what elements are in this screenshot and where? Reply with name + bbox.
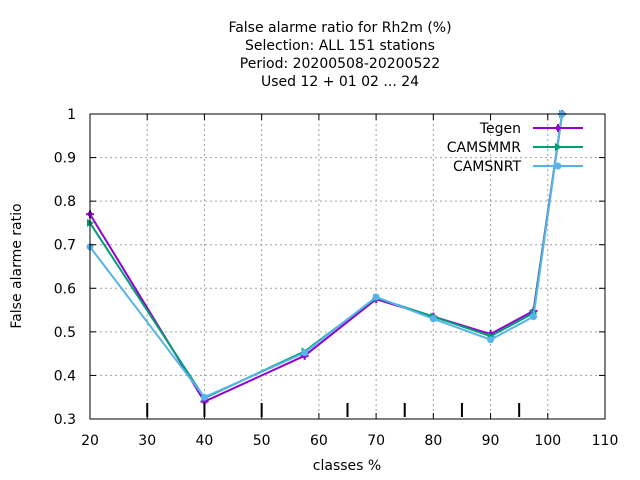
data-point-camsnrt <box>487 336 495 344</box>
y-tick-labels: 0.3 0.4 0.5 0.6 0.7 0.8 0.9 1 <box>54 107 76 428</box>
x-tick-label: 70 <box>367 433 385 449</box>
y-tick-label: 0.7 <box>54 238 76 254</box>
x-tick-label: 80 <box>424 433 442 449</box>
data-point-camsnrt <box>200 393 208 401</box>
x-tick-label: 50 <box>253 433 271 449</box>
y-tick-label: 0.5 <box>54 325 76 341</box>
x-tick-label: 40 <box>196 433 214 449</box>
y-tick-label: 1 <box>67 107 76 123</box>
legend-label-camsnrt: CAMSNRT <box>453 159 522 175</box>
data-point-camsnrt <box>301 349 309 357</box>
y-tick-label: 0.6 <box>54 281 76 297</box>
x-tick-label: 20 <box>81 433 99 449</box>
title-line-3: Period: 20200508-20200522 <box>240 56 440 72</box>
title-line-1: False alarme ratio for Rh2m (%) <box>228 20 451 36</box>
plot-area-frame <box>89 113 606 420</box>
y-tick-label: 0.3 <box>54 412 76 428</box>
title-line-4: Used 12 + 01 02 ... 24 <box>261 74 419 90</box>
y-axis-title: False alarme ratio <box>9 203 25 328</box>
legend-marker-camsmmr <box>555 143 562 151</box>
chart-title: False alarme ratio for Rh2m (%) Selection… <box>228 20 451 90</box>
x-tick-label: 90 <box>482 433 500 449</box>
data-point-camsnrt <box>372 293 380 301</box>
series-line-camsmmr <box>89 113 564 400</box>
y-tick-label: 0.9 <box>54 151 76 167</box>
legend: Tegen CAMSMMR CAMSNRT <box>447 121 583 175</box>
legend-label-tegen: Tegen <box>479 121 521 137</box>
x-tick-label: 110 <box>592 433 619 449</box>
series-line-camsnrt <box>89 113 564 399</box>
x-tick-label: 60 <box>310 433 328 449</box>
x-axis-title: classes % <box>313 458 381 474</box>
legend-label-camsmmr: CAMSMMR <box>447 140 521 156</box>
data-point-camsnrt <box>529 313 537 321</box>
x-tick-label: 100 <box>534 433 561 449</box>
legend-marker-camsnrt <box>554 162 562 170</box>
grid <box>90 114 605 419</box>
x-tick-labels: 20 30 40 50 60 70 80 90 100 110 <box>81 433 618 449</box>
legend-marker-tegen <box>554 124 562 132</box>
title-line-2: Selection: ALL 151 stations <box>245 38 435 54</box>
x-tick-label: 30 <box>138 433 156 449</box>
data-point-camsnrt <box>429 315 437 323</box>
axis-ticks <box>89 113 606 420</box>
y-tick-label: 0.8 <box>54 194 76 210</box>
y-tick-label: 0.4 <box>54 368 76 384</box>
